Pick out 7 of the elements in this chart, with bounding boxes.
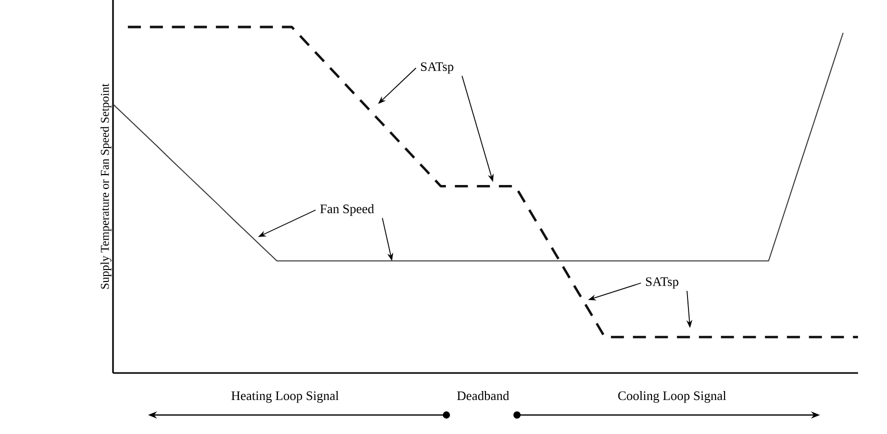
annotation: SATsp <box>421 62 454 74</box>
text: Heating Loop Signal <box>231 391 339 403</box>
y-axis-title: Supply Temperature or Fan Speed Setpoint <box>100 84 112 289</box>
text: Deadband <box>457 391 510 400</box>
text: Cooling Loop Signal <box>618 391 726 403</box>
annotation: Fan Speed <box>320 204 374 216</box>
annotation: SATsp <box>646 277 678 289</box>
